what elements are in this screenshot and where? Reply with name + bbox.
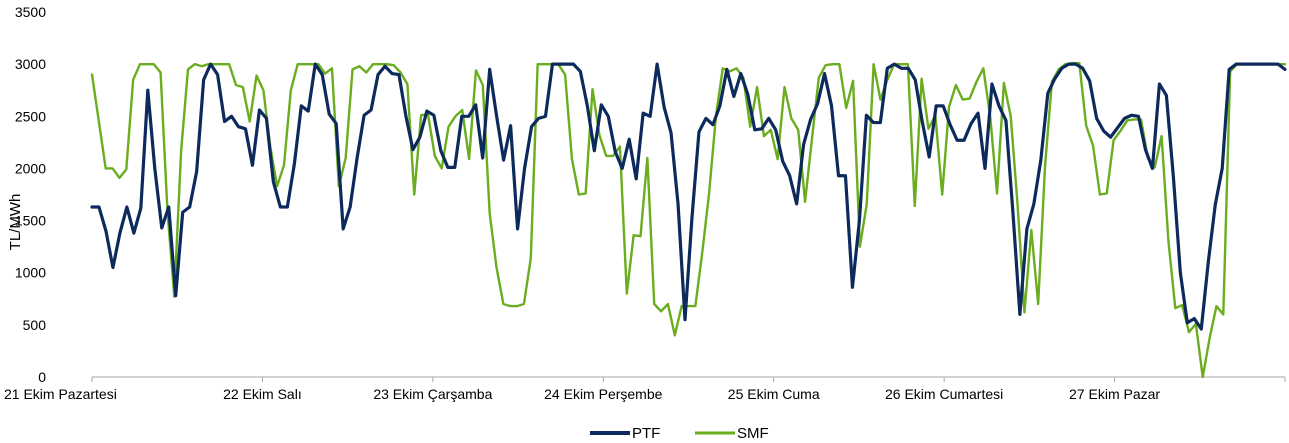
legend: PTF SMF	[590, 425, 769, 442]
y-axis: 0 500 1000 1500 2000 2500 3000 3500	[15, 4, 46, 385]
legend-label-ptf: PTF	[632, 425, 660, 442]
x-tick-label: 25 Ekim Cuma	[728, 386, 820, 402]
x-tick-label: 21 Ekim Pazartesi	[4, 386, 117, 402]
x-axis: 21 Ekim Pazartesi 22 Ekim Salı 23 Ekim Çar…	[4, 376, 1286, 402]
series-line-ptf	[90, 62, 1287, 331]
x-tick-label: 22 Ekim Salı	[223, 386, 302, 402]
y-tick-label: 3500	[15, 4, 46, 20]
y-tick-label: 500	[23, 317, 47, 333]
y-tick-label: 1500	[15, 213, 46, 229]
x-tick-label: 26 Ekim Cumartesi	[885, 386, 1003, 402]
plot-area	[90, 61, 1287, 379]
y-tick-label: 3000	[15, 56, 46, 72]
x-tick-label: 23 Ekim Çarşamba	[373, 386, 492, 402]
legend-label-smf: SMF	[737, 425, 769, 442]
x-tick-label: 27 Ekim Pazar	[1069, 386, 1160, 402]
y-tick-label: 0	[38, 369, 46, 385]
x-tick-marks	[91, 377, 1286, 382]
y-tick-label: 2000	[15, 160, 46, 176]
y-tick-label: 1000	[15, 265, 46, 281]
y-axis-title: TL/MWh	[7, 194, 24, 251]
x-tick-label: 24 Ekim Perşembe	[544, 386, 662, 402]
y-tick-label: 2500	[15, 108, 46, 124]
y-tick-labels: 0 500 1000 1500 2000 2500 3000 3500	[15, 4, 46, 385]
x-tick-labels: 21 Ekim Pazartesi 22 Ekim Salı 23 Ekim Çar…	[4, 386, 1160, 402]
series-line-smf	[90, 61, 1287, 379]
